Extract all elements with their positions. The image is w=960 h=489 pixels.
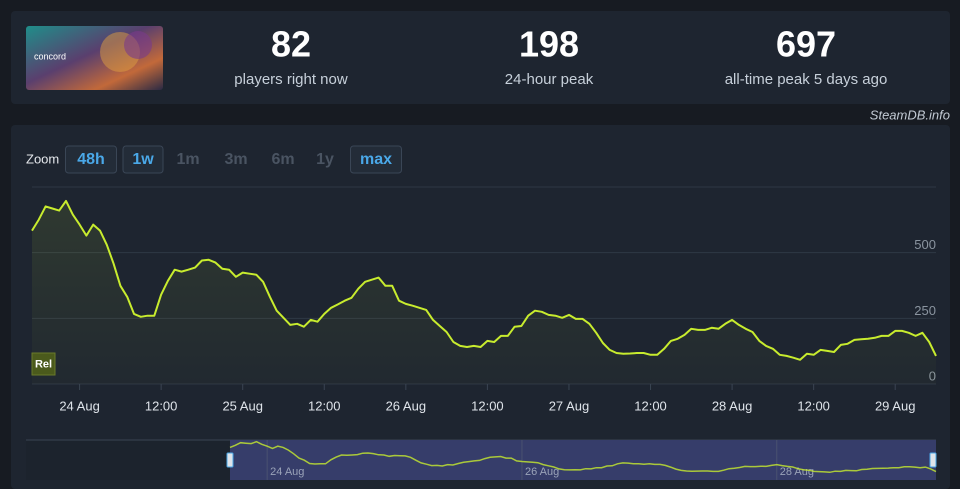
annotation-label: Rel xyxy=(35,358,52,370)
x-tick-label: 25 Aug xyxy=(222,398,263,413)
x-tick-label: 29 Aug xyxy=(875,398,916,413)
zoom-button-label: 1m xyxy=(176,151,199,168)
stat-label: 24-hour peak xyxy=(505,71,594,88)
zoom-button[interactable] xyxy=(65,145,117,174)
player-line xyxy=(31,199,937,361)
x-tick-label: 12:00 xyxy=(145,398,178,413)
zoom-button-label: 1y xyxy=(316,151,334,168)
x-tick-label: 26 Aug xyxy=(386,398,427,413)
navigator-handle[interactable] xyxy=(226,452,234,468)
navigator-tick-label: 28 Aug xyxy=(780,466,814,478)
zoom-button-label[interactable]: max xyxy=(360,151,392,168)
y-tick-label: 250 xyxy=(914,303,936,318)
stat-label: all-time peak 5 days ago xyxy=(725,71,888,88)
stat-value: 198 xyxy=(519,24,579,65)
zoom-button[interactable] xyxy=(350,145,402,174)
stat-value: 82 xyxy=(271,24,311,65)
thumbnail-art xyxy=(124,31,152,59)
x-tick-label: 12:00 xyxy=(471,398,504,413)
zoom-button[interactable] xyxy=(122,145,164,174)
zoom-button-label: 6m xyxy=(271,151,294,168)
stats-card xyxy=(11,11,950,104)
navigator-handle[interactable] xyxy=(929,452,937,468)
zoom-button-label[interactable]: 48h xyxy=(77,151,105,168)
y-tick-label: 500 xyxy=(914,237,936,252)
x-tick-label: 12:00 xyxy=(308,398,341,413)
annotation-flag xyxy=(31,352,56,376)
navigator-selection[interactable] xyxy=(230,440,936,480)
x-tick-label: 28 Aug xyxy=(712,398,753,413)
x-tick-label: 12:00 xyxy=(634,398,667,413)
navigator-tick-label: 26 Aug xyxy=(525,466,559,478)
area-fill xyxy=(32,200,936,384)
navigator-tick-label: 24 Aug xyxy=(270,466,304,478)
chart-card xyxy=(11,125,950,489)
x-tick-label: 27 Aug xyxy=(549,398,590,413)
stat-value: 697 xyxy=(776,24,836,65)
x-tick-label: 12:00 xyxy=(797,398,830,413)
game-logo: concord xyxy=(34,51,66,61)
zoom-label: Zoom xyxy=(26,151,59,166)
zoom-button-label: 3m xyxy=(224,151,247,168)
x-tick-label: 24 Aug xyxy=(59,398,100,413)
stat-label: players right now xyxy=(234,71,348,88)
watermark: SteamDB.info xyxy=(870,107,950,122)
navigator-line xyxy=(229,440,937,474)
zoom-button-label[interactable]: 1w xyxy=(132,151,154,168)
